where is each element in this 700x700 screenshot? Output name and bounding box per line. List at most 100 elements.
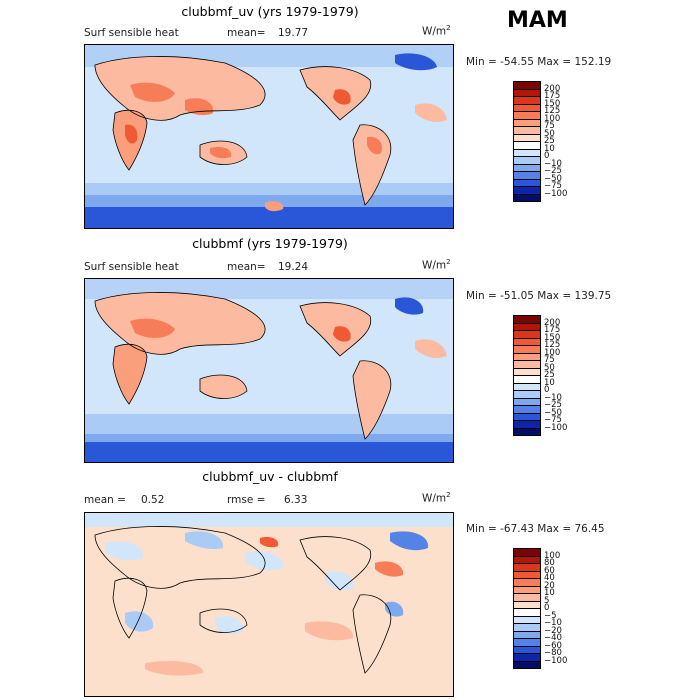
colorbar-tick-label: 25	[544, 136, 555, 146]
colorbar-swatch	[514, 571, 540, 579]
colorbar-swatch	[514, 624, 540, 632]
panel2-map	[84, 278, 454, 463]
colorbar-tick-label: −50	[544, 173, 562, 184]
colorbar-tick-label: −50	[544, 407, 562, 418]
colorbar-swatch	[514, 353, 540, 361]
colorbar-swatch	[514, 616, 540, 624]
panel1-title: clubbmf_uv (yrs 1979-1979)	[181, 4, 359, 19]
colorbar-swatch	[514, 112, 540, 120]
colorbar-tick-label: −5	[544, 610, 557, 621]
colorbar-swatch	[514, 549, 540, 557]
colorbar-tick-label: −75	[544, 181, 562, 191]
colorbar-swatch	[514, 316, 540, 324]
colorbar-tick-label: 10	[544, 143, 555, 154]
colorbar-tick-label: 5	[544, 595, 550, 606]
panel1-colorbar-swatches	[513, 81, 541, 202]
colorbar-swatch	[514, 172, 540, 180]
colorbar-swatch	[514, 149, 540, 157]
panel3-rmse-value: 6.33	[284, 494, 308, 506]
colorbar-swatch	[514, 564, 540, 572]
season-label: MAM	[507, 8, 568, 33]
colorbar-swatch	[514, 164, 540, 172]
colorbar-swatch	[514, 406, 540, 414]
panel1-units: W/m2	[422, 24, 451, 38]
panel2-map-svg	[85, 279, 453, 462]
colorbar-swatch	[514, 157, 540, 165]
colorbar-swatch	[514, 661, 540, 669]
colorbar-swatch	[514, 586, 540, 594]
colorbar-swatch	[514, 391, 540, 399]
colorbar-tick-label: 150	[544, 98, 561, 109]
colorbar-swatch	[514, 323, 540, 331]
colorbar-swatch	[514, 82, 540, 90]
colorbar-tick-label: −75	[544, 415, 562, 425]
colorbar-tick-label: 0	[544, 385, 550, 395]
colorbar-swatch	[514, 601, 540, 609]
panel3-colorbar-swatches	[513, 548, 541, 669]
colorbar-swatch	[514, 421, 540, 429]
colorbar-swatch	[514, 646, 540, 654]
colorbar-swatch	[514, 413, 540, 421]
colorbar-tick-label: −10	[544, 158, 562, 169]
panel1-minmax: Min = -54.55 Max = 152.19	[466, 56, 612, 68]
panel3-minmax: Min = -67.43 Max = 76.45	[466, 523, 605, 535]
panel3-mean-label: mean =	[84, 494, 126, 506]
panel1-map-svg	[85, 45, 453, 228]
colorbar-tick-label: −10	[544, 392, 562, 403]
colorbar-tick-label: 50	[544, 362, 555, 373]
colorbar-tick-label: −25	[544, 400, 562, 410]
colorbar-tick-label: −100	[544, 188, 568, 199]
colorbar-tick-label: 25	[544, 370, 555, 380]
colorbar-tick-label: 60	[544, 565, 555, 576]
colorbar-swatch	[514, 398, 540, 406]
colorbar-tick-label: −60	[544, 640, 562, 651]
colorbar-swatch	[514, 361, 540, 369]
colorbar-swatch	[514, 142, 540, 150]
colorbar-tick-label: 100	[544, 347, 561, 358]
colorbar-tick-label: −100	[544, 422, 568, 433]
colorbar-swatch	[514, 187, 540, 195]
colorbar-tick-label: 10	[544, 588, 555, 598]
panel1-mean-label: mean=	[227, 27, 266, 39]
panel2-mean-value: 19.24	[278, 261, 309, 273]
colorbar-swatch	[514, 134, 540, 142]
colorbar-tick-label: 40	[544, 573, 555, 583]
colorbar-tick-label: 200	[544, 317, 561, 328]
colorbar-swatch	[514, 639, 540, 647]
colorbar-tick-label: 200	[544, 83, 561, 94]
colorbar-tick-label: −100	[544, 655, 568, 666]
colorbar-swatch	[514, 97, 540, 105]
colorbar-swatch	[514, 654, 540, 662]
colorbar-swatch	[514, 579, 540, 587]
colorbar-tick-label: 125	[544, 340, 561, 350]
colorbar-swatch	[514, 194, 540, 202]
colorbar-tick-label: 175	[544, 91, 561, 101]
colorbar-tick-label: 20	[544, 580, 555, 591]
panel1-map	[84, 44, 454, 229]
colorbar-swatch	[514, 127, 540, 135]
colorbar-tick-label: 0	[544, 603, 550, 613]
colorbar-tick-label: 100	[544, 113, 561, 124]
colorbar-tick-label: 150	[544, 332, 561, 343]
colorbar-swatch	[514, 368, 540, 376]
colorbar-swatch	[514, 609, 540, 617]
panel2-minmax: Min = -51.05 Max = 139.75	[466, 290, 612, 302]
colorbar-tick-label: 10	[544, 377, 555, 388]
panel3-map-svg	[85, 513, 453, 696]
panel2-title: clubbmf (yrs 1979-1979)	[192, 236, 348, 251]
panel2-colorbar-swatches	[513, 315, 541, 436]
colorbar-swatch	[514, 428, 540, 436]
panel3-rmse-label: rmse =	[227, 494, 266, 506]
panel1-mean-value: 19.77	[278, 27, 309, 39]
colorbar-tick-label: 175	[544, 325, 561, 335]
panel2-units: W/m2	[422, 258, 451, 272]
colorbar-swatch	[514, 104, 540, 112]
colorbar-swatch	[514, 119, 540, 127]
colorbar-tick-label: 75	[544, 121, 555, 131]
colorbar-swatch	[514, 338, 540, 346]
colorbar-swatch	[514, 179, 540, 187]
colorbar-swatch	[514, 594, 540, 602]
panel3-map	[84, 512, 454, 697]
colorbar-tick-label: 75	[544, 355, 555, 365]
colorbar-swatch	[514, 331, 540, 339]
